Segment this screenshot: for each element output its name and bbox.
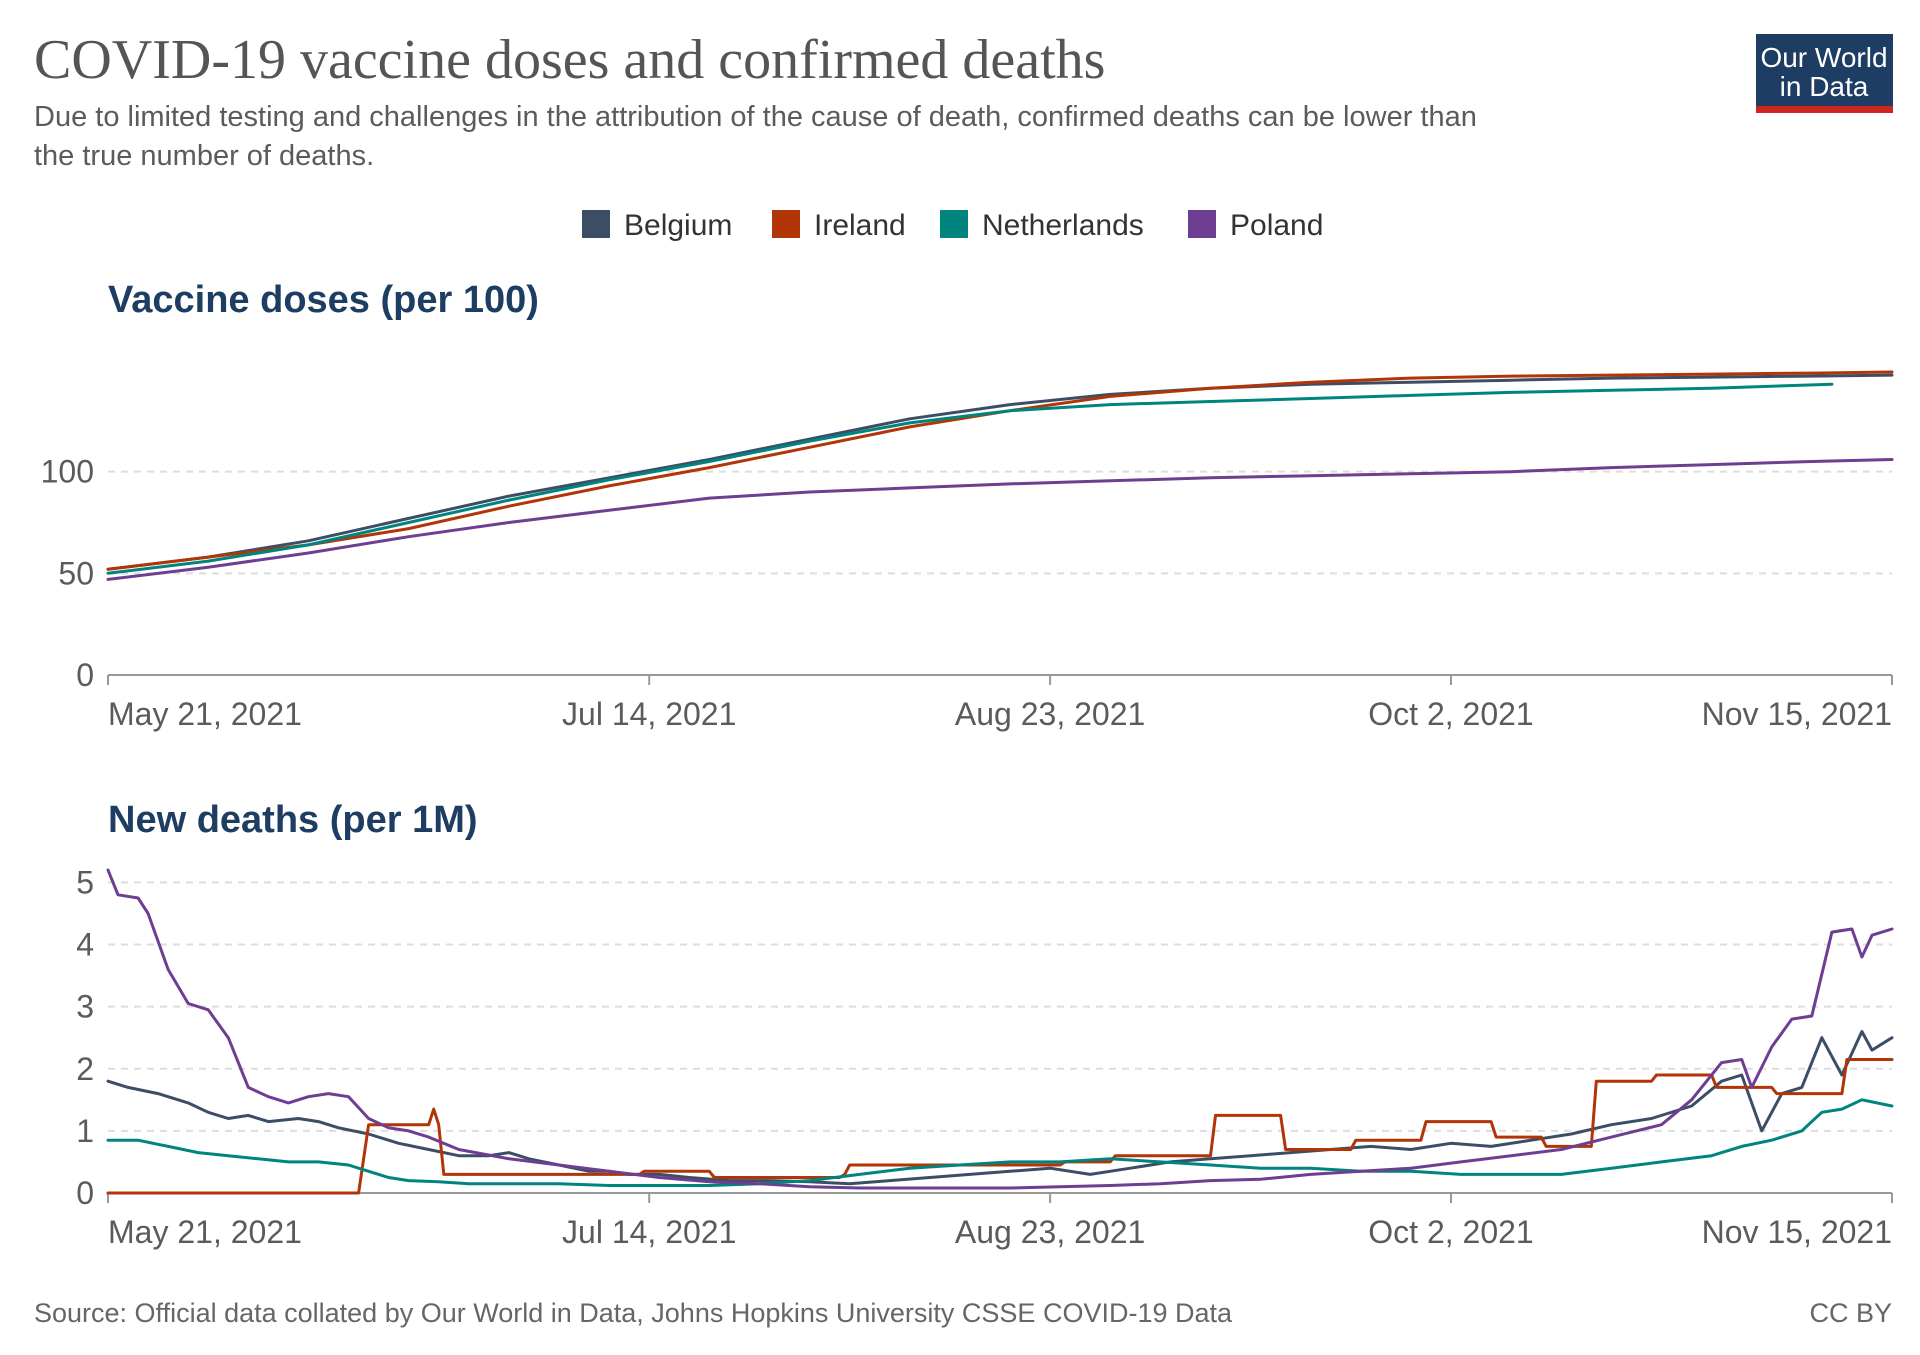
vaccine-doses-line-netherlands[interactable] (106, 382, 1834, 575)
legend-item-poland[interactable]: Poland (1188, 209, 1323, 242)
new-deaths-line-netherlands[interactable] (106, 1098, 1894, 1187)
new-deaths-y-tick-label-4: 4 (76, 927, 94, 963)
new-deaths-y-tick-label-3: 3 (76, 989, 94, 1025)
vaccine-doses-panel-title: Vaccine doses (per 100) (108, 279, 539, 321)
legend-label-netherlands: Netherlands (982, 209, 1144, 242)
new-deaths-y-tick-label-2: 2 (76, 1051, 94, 1087)
new-deaths-x-tick-label-4: Nov 15, 2021 (1702, 1214, 1892, 1250)
new-deaths-x-tick-label-1: Jul 14, 2021 (562, 1214, 736, 1250)
vaccine-doses-x-tick-label-0: May 21, 2021 (108, 696, 302, 732)
chart-title: COVID-19 vaccine doses and confirmed dea… (34, 29, 1105, 91)
logo-text-line-2: in Data (1780, 71, 1869, 102)
new-deaths-y-tick-label-5: 5 (76, 864, 94, 900)
chart-subtitle-line-1: Due to limited testing and challenges in… (34, 101, 1477, 133)
legend-item-netherlands[interactable]: Netherlands (940, 209, 1144, 242)
legend-label-poland: Poland (1230, 209, 1323, 242)
legend-swatch-ireland (772, 210, 800, 238)
legend-swatch-netherlands (940, 210, 968, 238)
new-deaths-y-tick-label-1: 1 (76, 1113, 94, 1149)
logo-accent-bar (1756, 106, 1893, 113)
legend-swatch-belgium (582, 210, 610, 238)
logo-background (1756, 34, 1893, 106)
license-label[interactable]: CC BY (1809, 1298, 1892, 1328)
vaccine-doses-x-tick-label-4: Nov 15, 2021 (1702, 696, 1892, 732)
new-deaths-x-tick-label-2: Aug 23, 2021 (955, 1214, 1145, 1250)
vaccine-doses-line-belgium[interactable] (106, 373, 1894, 571)
legend-label-belgium: Belgium (624, 209, 732, 242)
owid-logo[interactable]: Our World in Data (1756, 34, 1893, 113)
legend-item-ireland[interactable]: Ireland (772, 209, 906, 242)
vaccine-doses-y-tick-label-1: 50 (58, 555, 94, 591)
vaccine-doses-x-tick-label-3: Oct 2, 2021 (1368, 696, 1533, 732)
new-deaths-line-ireland[interactable] (106, 1058, 1894, 1195)
vaccine-doses-y-tick-label-2: 100 (41, 454, 94, 490)
legend-swatch-poland (1188, 210, 1216, 238)
legend: Belgium Ireland Netherlands Poland (582, 209, 1323, 242)
vaccine-doses-x-tick-label-2: Aug 23, 2021 (955, 696, 1145, 732)
vaccine-doses-line-poland[interactable] (106, 458, 1894, 581)
legend-label-ireland: Ireland (814, 209, 906, 242)
source-note: Source: Official data collated by Our Wo… (34, 1298, 1233, 1328)
chart-subtitle-line-2: the true number of deaths. (34, 140, 374, 172)
new-deaths-y-tick-label-0: 0 (76, 1175, 94, 1211)
new-deaths-panel: New deaths (per 1M) 0 1 2 3 4 5 May 21, 2021 Jul… (76, 799, 1894, 1250)
vaccine-doses-line-ireland[interactable] (106, 370, 1894, 571)
new-deaths-line-poland[interactable] (106, 868, 1894, 1190)
logo-text-line-1: Our World (1760, 42, 1887, 73)
new-deaths-x-tick-label-0: May 21, 2021 (108, 1214, 302, 1250)
vaccine-doses-panel: Vaccine doses (per 100) 0 50 100 May 21, 202… (41, 279, 1894, 732)
vaccine-doses-y-tick-label-0: 0 (76, 657, 94, 693)
new-deaths-panel-title: New deaths (per 1M) (108, 799, 478, 841)
new-deaths-x-tick-label-3: Oct 2, 2021 (1368, 1214, 1533, 1250)
new-deaths-line-belgium[interactable] (106, 1030, 1894, 1186)
legend-item-belgium[interactable]: Belgium (582, 209, 732, 242)
vaccine-doses-x-tick-label-1: Jul 14, 2021 (562, 696, 736, 732)
